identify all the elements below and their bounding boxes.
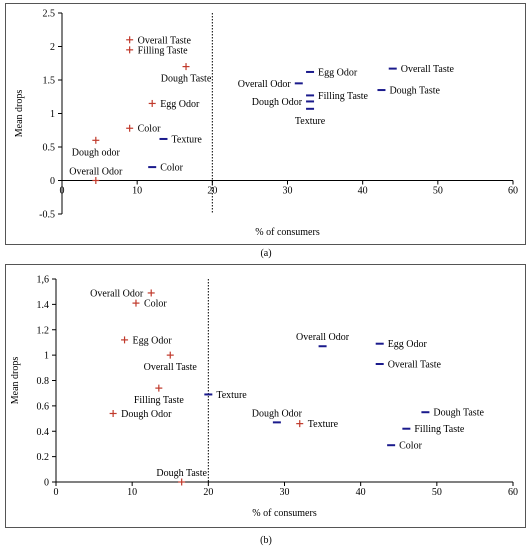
point-label: Filling Taste xyxy=(138,45,189,56)
point-label: Texture xyxy=(171,134,202,145)
y-tick-label: 1.2 xyxy=(37,325,50,336)
plus-marker xyxy=(121,336,129,344)
point-label: Dough Odor xyxy=(252,97,303,108)
y-tick-label: -0.5 xyxy=(39,210,55,221)
y-tick-label: 1.4 xyxy=(37,300,50,311)
x-tick-label: 0 xyxy=(60,186,65,197)
point-label: Egg Odor xyxy=(388,339,428,350)
point-label: Dough Odor xyxy=(121,409,172,420)
x-tick-label: 10 xyxy=(132,186,142,197)
plus-marker xyxy=(92,177,100,184)
x-axis-title: % of consumers xyxy=(255,227,320,238)
plus-marker xyxy=(182,63,190,71)
y-tick-label: 1 xyxy=(50,109,55,120)
x-tick-label: 40 xyxy=(356,487,366,498)
point-label: Overall Taste xyxy=(388,360,442,371)
point-label: Filling Taste xyxy=(318,91,369,102)
x-tick-label: 40 xyxy=(358,186,368,197)
point-label: Filling Taste xyxy=(414,424,465,435)
chart-b-svg: 0 0.2 0.4 0.6 0.8 1 1.2 1.4 1,6 0 10 20 30 40 50 60 % of… xyxy=(10,275,518,520)
point-label: Dough Taste xyxy=(161,74,212,85)
y-tick-label: 2.5 xyxy=(43,9,56,20)
y-tick-label: 0.8 xyxy=(37,376,50,387)
y-tick-label: 0.5 xyxy=(43,143,56,154)
x-tick-label: 30 xyxy=(283,186,293,197)
plus-marker xyxy=(166,351,174,359)
y-tick-label: 0 xyxy=(44,478,49,489)
point-label: Dough Taste xyxy=(156,468,207,479)
y-tick-label: 2 xyxy=(50,42,55,53)
point-label: Overall Odor xyxy=(238,79,292,90)
x-tick-label: 60 xyxy=(508,487,518,498)
plus-marker xyxy=(155,384,163,392)
point-label: Color xyxy=(144,299,167,310)
figure-label-a: (a) xyxy=(260,248,272,259)
y-tick-label: 0.2 xyxy=(37,452,50,463)
point-label: Texture xyxy=(295,116,326,127)
plus-marker xyxy=(126,46,134,54)
point-label: Overall Odor xyxy=(90,288,144,299)
point-label: Egg Odor xyxy=(318,67,358,78)
point-label: Egg Odor xyxy=(133,335,173,346)
y-tick-label: 1 xyxy=(44,351,49,362)
x-tick-label: 60 xyxy=(508,186,518,197)
plus-marker xyxy=(92,136,100,144)
plus-marker xyxy=(296,420,304,428)
point-label: Overall Odor xyxy=(69,167,123,178)
point-label: Filling Taste xyxy=(134,395,185,406)
y-axis-title: Mean drops xyxy=(10,357,21,405)
point-label: Texture xyxy=(216,390,247,401)
point-label: Dough Taste xyxy=(433,408,484,419)
x-tick-label: 50 xyxy=(433,186,443,197)
x-tick-label: 30 xyxy=(280,487,290,498)
point-label: Overall Taste xyxy=(144,362,198,373)
plus-marker xyxy=(132,299,140,307)
y-tick-label: 1.5 xyxy=(43,76,56,87)
point-label: Egg Odor xyxy=(160,99,200,110)
plus-marker xyxy=(178,478,186,486)
plus-marker xyxy=(147,289,155,297)
chart-panel-a: -0.5 0 0.5 1 1.5 2 2.5 0 10 20 30 40 50 60% of consum… xyxy=(5,3,526,245)
x-tick-label: 20 xyxy=(203,487,213,498)
x-tick-label: 10 xyxy=(127,487,137,498)
plus-marker xyxy=(148,99,156,107)
plus-marker xyxy=(126,36,134,44)
point-label: Overall Odor xyxy=(296,332,350,343)
point-label: Dough Taste xyxy=(389,86,440,97)
point-label: Color xyxy=(399,441,422,452)
y-tick-label: 0.6 xyxy=(37,401,50,412)
point-label: Color xyxy=(138,124,161,135)
point-label: Color xyxy=(160,163,183,174)
x-axis-title: % of consumers xyxy=(252,508,317,519)
y-axis-title: Mean drops xyxy=(14,90,25,138)
plus-marker xyxy=(126,124,134,132)
point-label: Dough odor xyxy=(72,147,121,158)
y-tick-label: 1,6 xyxy=(37,275,50,286)
point-label: Texture xyxy=(308,419,339,430)
x-tick-label: 0 xyxy=(54,487,59,498)
figure-label-b: (b) xyxy=(260,535,272,546)
x-tick-label: 50 xyxy=(432,487,442,498)
plus-marker xyxy=(109,409,117,417)
y-tick-label: 0 xyxy=(50,176,55,187)
chart-a-svg: -0.500.511.522.50 10 20 30 40 50 60% of consum… xyxy=(14,9,518,239)
point-label: Overall Taste xyxy=(138,35,192,46)
y-tick-label: 0.4 xyxy=(37,427,50,438)
chart-panel-b: 0 0.2 0.4 0.6 0.8 1 1.2 1.4 1,6 0 10 20 30 40 50 60 % of… xyxy=(5,264,526,528)
point-label: Overall Taste xyxy=(401,64,455,75)
point-label: Dough Odor xyxy=(252,408,303,419)
